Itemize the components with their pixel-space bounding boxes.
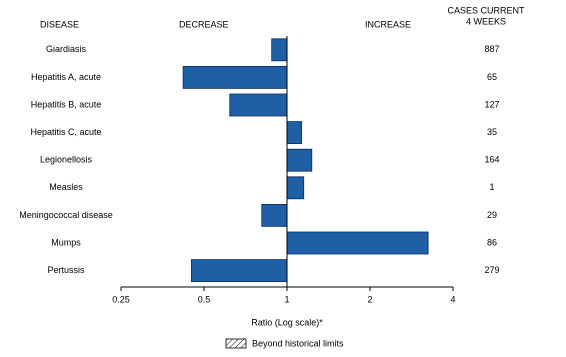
- cases-header: 4 WEEKS: [466, 16, 506, 26]
- cases-value: 1: [489, 182, 494, 192]
- bar: [261, 203, 288, 227]
- bar: [182, 66, 288, 89]
- bar: [286, 176, 305, 200]
- cases-value: 35: [487, 127, 497, 137]
- category-label: Meningococcal disease: [19, 210, 113, 220]
- bar: [229, 93, 288, 117]
- x-tick-label: 0.5: [198, 294, 211, 304]
- cases-value: 887: [484, 44, 499, 54]
- category-label: Legionellosis: [40, 155, 93, 165]
- cases-value: 127: [484, 99, 499, 109]
- cases-header: CASES CURRENT: [447, 5, 525, 15]
- bar: [286, 121, 303, 144]
- category-label: Measles: [49, 182, 83, 192]
- category-label: Mumps: [51, 237, 81, 247]
- bar: [286, 148, 313, 172]
- increase-label: INCREASE: [365, 19, 411, 29]
- decrease-label: DECREASE: [179, 19, 229, 29]
- cases-value: 164: [484, 155, 499, 165]
- category-label: Hepatitis A, acute: [31, 72, 101, 82]
- legend-label: Beyond historical limits: [252, 338, 344, 348]
- x-axis-label: Ratio (Log scale)*: [251, 317, 323, 327]
- category-label: Pertussis: [47, 265, 85, 275]
- x-tick-label: 0.25: [112, 294, 130, 304]
- category-label: Hepatitis C, acute: [30, 127, 101, 137]
- legend-swatch: [225, 338, 247, 349]
- cases-value: 279: [484, 265, 499, 275]
- bar: [271, 38, 288, 62]
- bar: [286, 231, 429, 255]
- category-label: Hepatitis B, acute: [31, 99, 102, 109]
- cases-value: 86: [487, 237, 497, 247]
- cases-value: 65: [487, 72, 497, 82]
- x-tick-label: 4: [450, 294, 455, 304]
- disease-header: DISEASE: [40, 19, 79, 29]
- bar: [190, 259, 288, 283]
- x-tick-label: 2: [367, 294, 372, 304]
- category-label: Giardiasis: [46, 44, 87, 54]
- x-tick-label: 1: [284, 294, 289, 304]
- cases-value: 29: [487, 210, 497, 220]
